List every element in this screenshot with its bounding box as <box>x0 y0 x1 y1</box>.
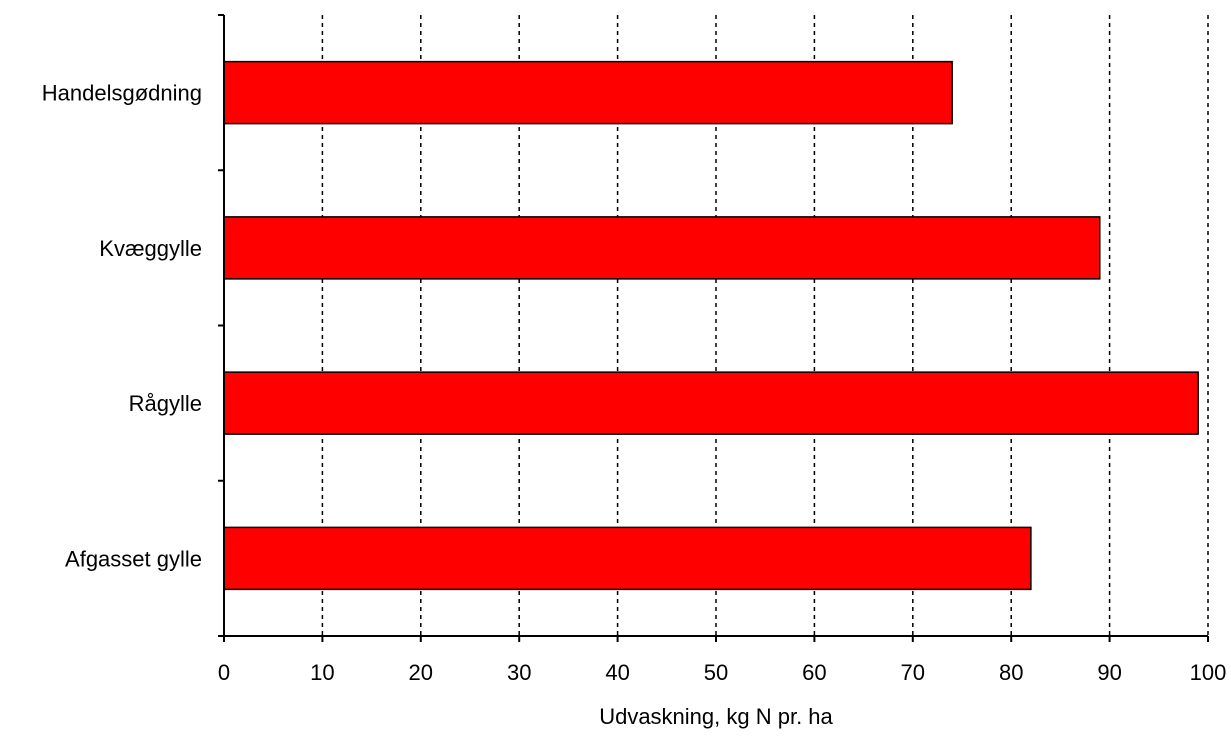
x-tick-label-70: 70 <box>901 660 925 685</box>
x-tick-label-10: 10 <box>310 660 334 685</box>
bar-3 <box>223 526 1032 591</box>
category-label-0: Handelsgødning <box>42 81 202 106</box>
x-tick-label-50: 50 <box>704 660 728 685</box>
x-tick-label-20: 20 <box>409 660 433 685</box>
x-tick-label-0: 0 <box>218 660 230 685</box>
x-tick-labels: 0 10 20 30 40 50 60 70 80 90 100 <box>218 660 1226 685</box>
category-labels: Handelsgødning Kvæggylle Rågylle Afgasset g… <box>42 81 202 572</box>
bar-2 <box>223 371 1199 435</box>
x-tick-label-100: 100 <box>1190 660 1227 685</box>
category-label-1: Kvæggylle <box>99 236 202 261</box>
x-tick-label-40: 40 <box>605 660 629 685</box>
x-tick-label-60: 60 <box>802 660 826 685</box>
bars <box>223 60 1199 591</box>
bar-1 <box>223 216 1101 280</box>
x-tick-label-80: 80 <box>999 660 1023 685</box>
axes <box>218 14 1209 642</box>
x-tick-label-30: 30 <box>507 660 531 685</box>
bar-0 <box>223 60 953 125</box>
category-label-3: Afgasset gylle <box>65 546 202 571</box>
category-label-2: Rågylle <box>129 391 202 416</box>
x-tick-label-90: 90 <box>1097 660 1121 685</box>
x-axis-title: Udvaskning, kg N pr. ha <box>599 704 833 729</box>
